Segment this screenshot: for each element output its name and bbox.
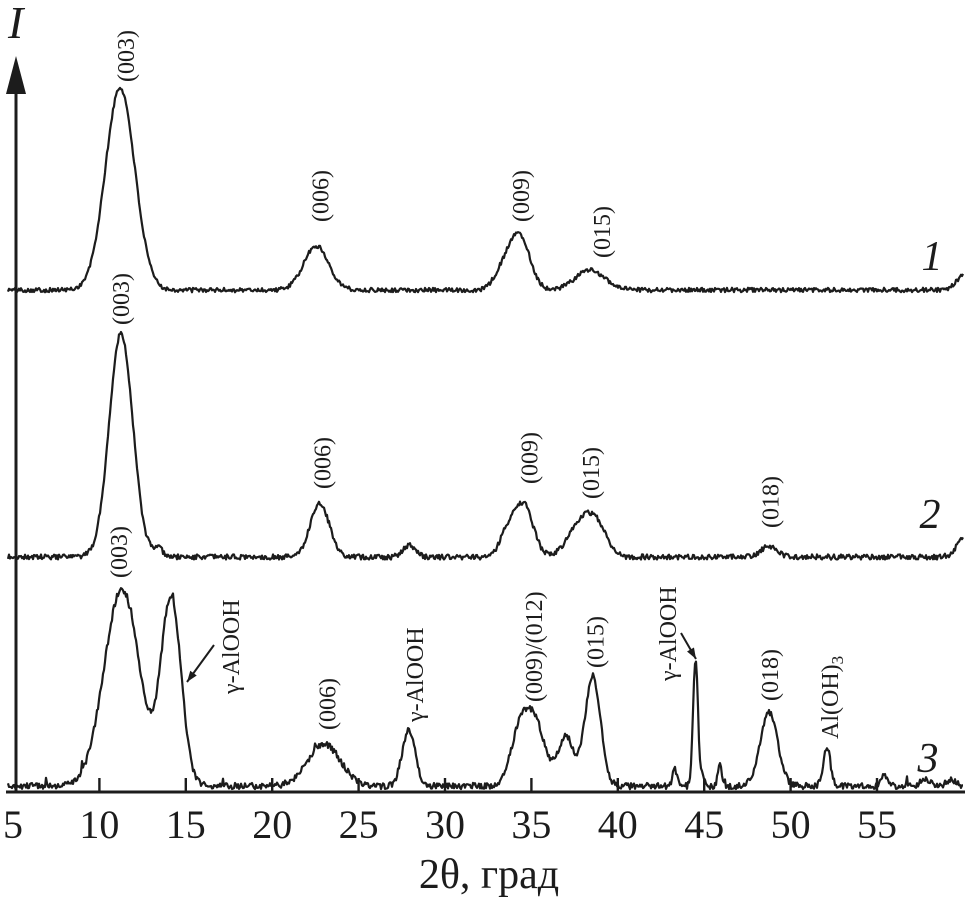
peak-label: (006) xyxy=(309,170,335,222)
annotation-arrowhead-icon xyxy=(687,647,696,659)
x-tick-label: 55 xyxy=(857,802,897,847)
x-axis-title: 2θ, град xyxy=(419,852,559,898)
peak-label: (009)/(012) xyxy=(522,591,548,702)
series-label-3: 3 xyxy=(917,736,939,782)
peak-label: γ-AlOOH xyxy=(403,627,429,723)
peak-label: Al(OH)3 xyxy=(818,656,847,739)
peak-label: (015) xyxy=(590,206,616,258)
x-tick-label: 15 xyxy=(166,802,206,847)
peak-label: (015) xyxy=(579,447,605,499)
x-tick-label: 10 xyxy=(79,802,119,847)
peak-label: (009) xyxy=(509,170,535,222)
xrd-curve-2 xyxy=(6,330,964,561)
peak-label: γ-AlOOH xyxy=(656,586,682,682)
xrd-curve-3 xyxy=(6,587,964,791)
peak-label: (015) xyxy=(583,616,609,668)
peak-label: (003) xyxy=(114,30,140,82)
x-tick-label: 30 xyxy=(425,802,465,847)
x-tick-label: 50 xyxy=(771,802,811,847)
x-tick-label: 5 xyxy=(3,802,23,847)
peak-annotations: (003) (006) (009) (015) (003) (006) (009) (015)… xyxy=(107,30,847,739)
peak-label: (009) xyxy=(518,432,544,484)
peak-label: (006) xyxy=(310,437,336,489)
peak-label: (003) xyxy=(109,273,135,325)
peak-label: γ-AlOOH xyxy=(219,599,245,695)
peak-label: (003) xyxy=(107,526,133,578)
annotation-arrowhead-icon xyxy=(187,670,197,682)
y-axis-arrowhead-icon xyxy=(6,56,26,94)
diffraction-curves: 1 2 3 xyxy=(6,86,964,791)
x-tick-label: 20 xyxy=(252,802,292,847)
peak-label: (018) xyxy=(759,476,785,528)
xrd-curve-1 xyxy=(6,86,964,294)
x-tick-label: 35 xyxy=(511,802,551,847)
y-axis-title: I xyxy=(7,0,26,48)
x-axis-ticks: 5 10 15 20 25 30 35 40 45 50 55 xyxy=(3,778,897,847)
x-tick-label: 45 xyxy=(684,802,724,847)
series-label-1: 1 xyxy=(922,234,943,280)
peak-label: (006) xyxy=(315,678,341,730)
x-tick-label: 25 xyxy=(339,802,379,847)
series-label-2: 2 xyxy=(920,492,941,538)
x-tick-label: 40 xyxy=(598,802,638,847)
peak-label: (018) xyxy=(758,649,784,701)
